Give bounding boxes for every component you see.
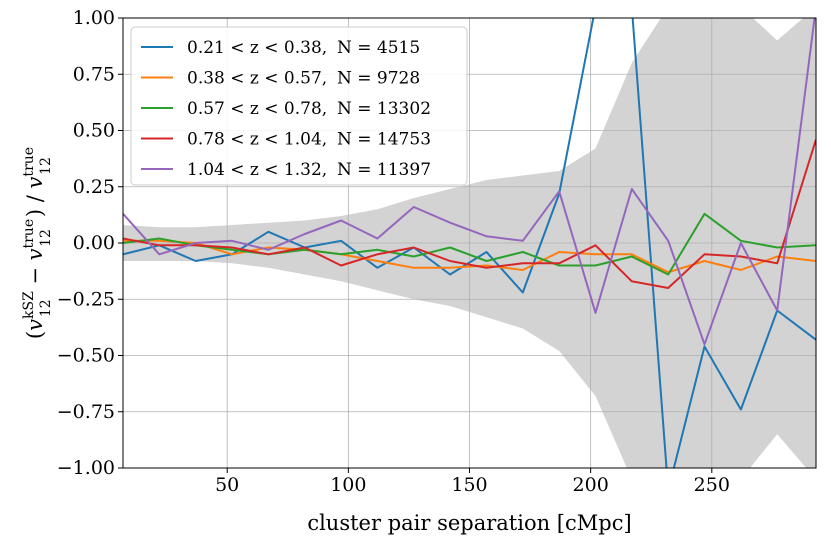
series-line-4 bbox=[123, 139, 816, 289]
x-tick-label: 200 bbox=[573, 474, 609, 496]
series-layer bbox=[123, 18, 816, 468]
y-tick-label: 0.00 bbox=[73, 232, 115, 254]
series-line-5 bbox=[123, 18, 816, 346]
series-line-3 bbox=[123, 212, 816, 276]
legend-label-n-5: N = 11397 bbox=[337, 160, 431, 180]
legend-label-range-3: 0.57 < z < 0.78, bbox=[187, 99, 327, 119]
legend: 0.21 < z < 0.38, N = 4515 0.38 < z < 0.57,… bbox=[130, 26, 468, 186]
x-tick-label: 50 bbox=[215, 474, 239, 496]
legend-label-n-2: N = 9728 bbox=[337, 69, 420, 89]
x-tick-label: 150 bbox=[451, 474, 487, 496]
legend-box bbox=[130, 26, 468, 186]
y-tick-label: −0.75 bbox=[57, 401, 115, 423]
y-tick-label: 0.75 bbox=[73, 63, 115, 85]
y-axis-label: (vkSZ12 − vtrue12) / vtrue12 bbox=[21, 147, 54, 339]
x-axis-label: cluster pair separation [cMpc] bbox=[307, 511, 631, 535]
x-tick-label: 250 bbox=[694, 474, 730, 496]
svg-text:(vkSZ12 − vtrue12) / vtrue12: (vkSZ12 − vtrue12) / vtrue12 bbox=[21, 147, 54, 339]
legend-label-range-4: 0.78 < z < 1.04, bbox=[187, 130, 327, 150]
y-tick-label: 0.25 bbox=[73, 176, 115, 198]
y-tick-label: −0.50 bbox=[57, 345, 115, 367]
legend-label-n-4: N = 14753 bbox=[337, 130, 431, 150]
legend-label-range-5: 1.04 < z < 1.32, bbox=[187, 160, 327, 180]
legend-label-n-1: N = 4515 bbox=[337, 38, 420, 58]
y-tick-label: −1.00 bbox=[57, 457, 115, 479]
y-axis-ticks: −1.00 −0.75 −0.50 −0.25 0.00 0.25 0.50 0.75 1.00 bbox=[57, 7, 123, 479]
legend-label-range-2: 0.38 < z < 0.57, bbox=[187, 69, 327, 89]
y-tick-label: 1.00 bbox=[73, 7, 115, 29]
x-axis-ticks: 50 100 150 200 250 bbox=[215, 468, 730, 496]
legend-label-n-3: N = 13302 bbox=[337, 99, 431, 119]
legend-label-range-1: 0.21 < z < 0.38, bbox=[187, 38, 327, 58]
series-line-2 bbox=[123, 239, 816, 274]
y-tick-label: −0.25 bbox=[57, 288, 115, 310]
x-tick-label: 100 bbox=[330, 474, 366, 496]
y-tick-label: 0.50 bbox=[73, 120, 115, 142]
